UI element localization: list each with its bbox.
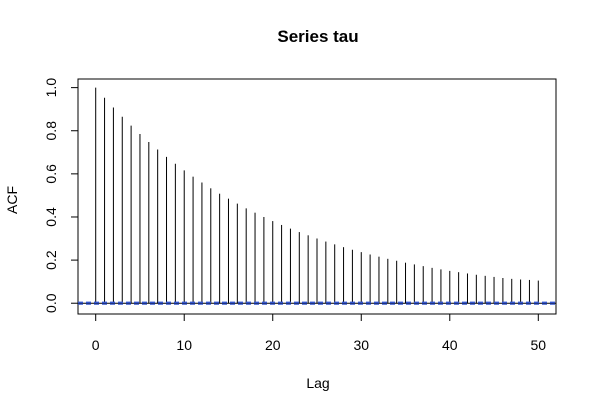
plot-area bbox=[77, 78, 557, 315]
y-tick-label: 0.8 bbox=[43, 121, 59, 141]
x-tick-label: 30 bbox=[353, 337, 369, 353]
x-axis: 0 10 20 30 40 50 bbox=[92, 314, 546, 353]
y-tick-label: 0.6 bbox=[43, 164, 59, 184]
x-tick-label: 10 bbox=[176, 337, 192, 353]
y-axis-label: ACF bbox=[4, 186, 20, 214]
y-tick-label: 0.2 bbox=[43, 250, 59, 270]
x-tick-label: 50 bbox=[531, 337, 547, 353]
x-tick-label: 0 bbox=[92, 337, 100, 353]
y-tick-label: 1.0 bbox=[43, 78, 59, 98]
y-tick-label: 0.0 bbox=[43, 293, 59, 313]
plot-frame bbox=[77, 78, 557, 315]
y-tick-label: 0.4 bbox=[43, 207, 59, 227]
x-tick-label: 40 bbox=[442, 337, 458, 353]
acf-spikes bbox=[95, 87, 539, 304]
x-tick-label: 20 bbox=[265, 337, 281, 353]
x-axis-label: Lag bbox=[306, 375, 329, 391]
y-axis: 0.0 0.2 0.4 0.6 0.8 1.0 bbox=[43, 78, 78, 313]
chart-title: Series tau bbox=[277, 27, 358, 46]
